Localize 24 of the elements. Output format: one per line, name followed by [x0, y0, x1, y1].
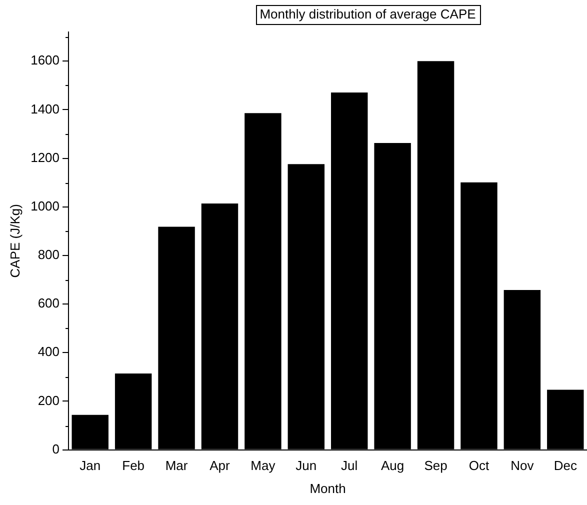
- y-axis-title: CAPE (J/Kg): [7, 204, 22, 278]
- y-tick-label: 800: [38, 247, 60, 262]
- y-tick-label: 400: [38, 344, 60, 360]
- x-tick-label: Apr: [210, 458, 231, 474]
- x-tick-label: Dec: [554, 458, 578, 474]
- x-tick-label: Aug: [381, 458, 404, 474]
- y-tick-label: 1200: [30, 150, 60, 165]
- y-tick-label: 1000: [30, 198, 60, 214]
- x-tick-label: Jul: [341, 458, 358, 474]
- x-tick-label: Feb: [122, 458, 145, 474]
- y-tick-label: 600: [38, 296, 60, 311]
- y-tick-label: 1600: [30, 52, 60, 68]
- x-tick-label: Jun: [296, 458, 317, 474]
- y-tick-label: 1400: [30, 101, 60, 116]
- x-tick-label: Jan: [80, 458, 101, 474]
- y-tick-label: 0: [52, 441, 60, 456]
- x-tick-label: Mar: [165, 458, 188, 474]
- chart-title: Monthly distribution of average CAPE: [260, 6, 476, 22]
- y-tick-label: 200: [38, 392, 60, 408]
- x-tick-label: May: [250, 458, 276, 474]
- x-tick-label: Nov: [510, 458, 534, 474]
- x-tick-label: Oct: [468, 458, 490, 474]
- x-axis-title: Month: [310, 480, 346, 496]
- x-tick-label: Sep: [424, 458, 448, 474]
